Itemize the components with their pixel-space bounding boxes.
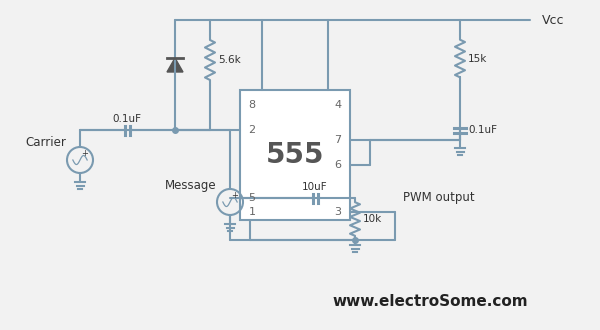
Text: 5: 5 [248, 193, 256, 203]
Text: 6: 6 [335, 160, 341, 170]
Text: 15k: 15k [468, 53, 487, 63]
Text: 0.1uF: 0.1uF [113, 114, 142, 124]
Text: Vcc: Vcc [542, 14, 565, 26]
Text: 4: 4 [334, 100, 341, 110]
Text: +: + [82, 148, 88, 157]
Text: +: + [232, 190, 238, 200]
Text: 1: 1 [248, 207, 256, 217]
Text: 555: 555 [266, 141, 324, 169]
Text: 3: 3 [335, 207, 341, 217]
Bar [240, 90, 350, 220]
Text: 10k: 10k [363, 214, 382, 224]
Polygon shape [167, 58, 183, 72]
Text: PWM output: PWM output [403, 190, 475, 204]
Text: 10uF: 10uF [302, 182, 328, 192]
Text: 8: 8 [248, 100, 256, 110]
Text: 2: 2 [248, 125, 256, 135]
Text: Message: Message [164, 179, 216, 191]
Text: 5.6k: 5.6k [218, 55, 241, 65]
Text: www.electroSome.com: www.electroSome.com [332, 294, 528, 310]
Text: 0.1uF: 0.1uF [468, 125, 497, 135]
Text: 7: 7 [334, 135, 341, 145]
Text: Carrier: Carrier [25, 136, 66, 148]
